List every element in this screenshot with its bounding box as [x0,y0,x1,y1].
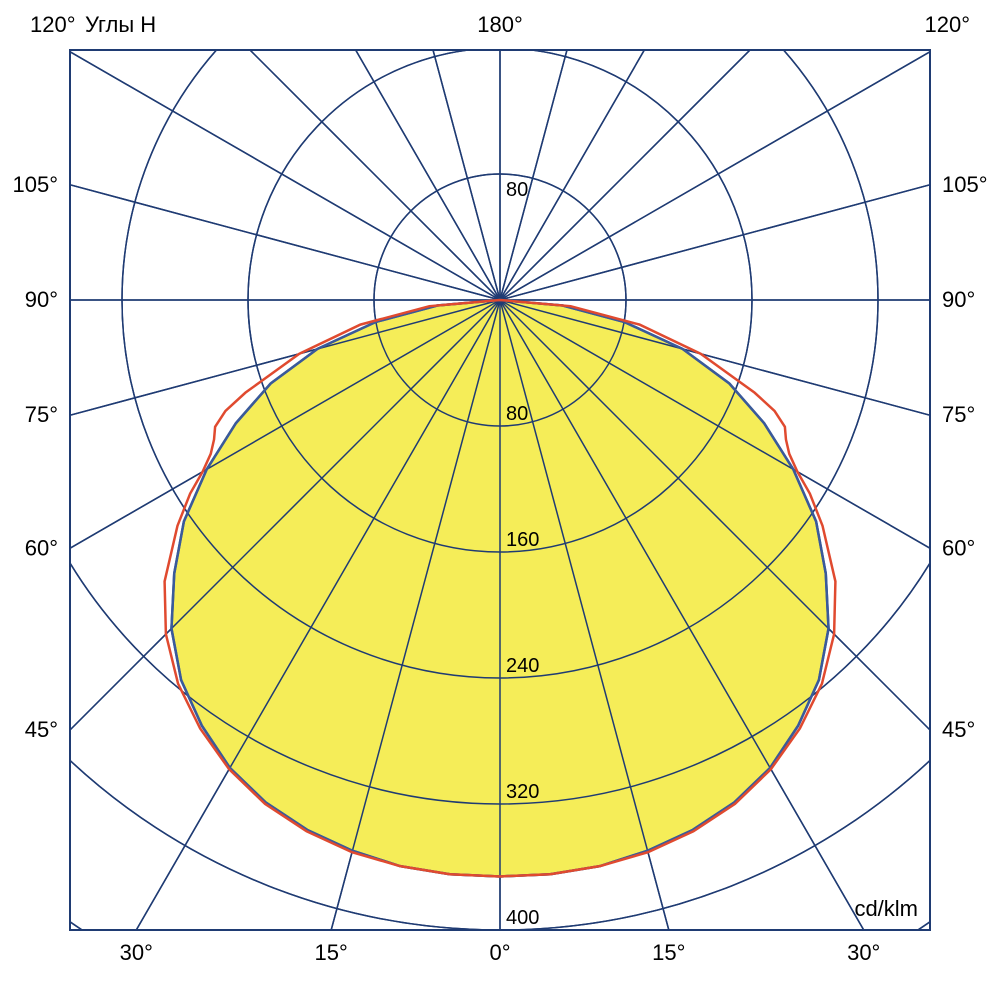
angle-label-l105: 105° [12,172,58,197]
angle-label-top-right: 120° [924,12,970,37]
angle-label-l30: 30° [120,940,153,965]
radial-label-240: 240 [506,655,539,677]
angle-label-r30: 30° [847,940,880,965]
angle-label-b0: 0° [489,940,510,965]
angle-label-r90: 90° [942,287,975,312]
radial-label-160: 160 [506,529,539,551]
angle-label-l15: 15° [315,940,348,965]
angle-label-r105: 105° [942,172,988,197]
unit-label: cd/klm [854,896,918,921]
radial-label-up-80: 80 [506,179,528,201]
angle-label-top-left: 120° [30,12,76,37]
angle-label-l60: 60° [25,535,58,560]
angle-label-r75: 75° [942,402,975,427]
radial-label-80: 80 [506,403,528,425]
angle-label-l90: 90° [25,287,58,312]
angle-label-r60: 60° [942,535,975,560]
radial-label-320: 320 [506,781,539,803]
polar-chart: 80 80 160 240 320 400 120° 180° 120° Углы Н 105° 90… [0,0,1000,1000]
corner-label: Углы Н [85,12,156,37]
angle-label-r45: 45° [942,717,975,742]
radial-label-400: 400 [506,907,539,929]
angle-label-r15: 15° [652,940,685,965]
angle-label-l45: 45° [25,717,58,742]
angle-label-l75: 75° [25,402,58,427]
angle-label-top-center: 180° [477,12,523,37]
